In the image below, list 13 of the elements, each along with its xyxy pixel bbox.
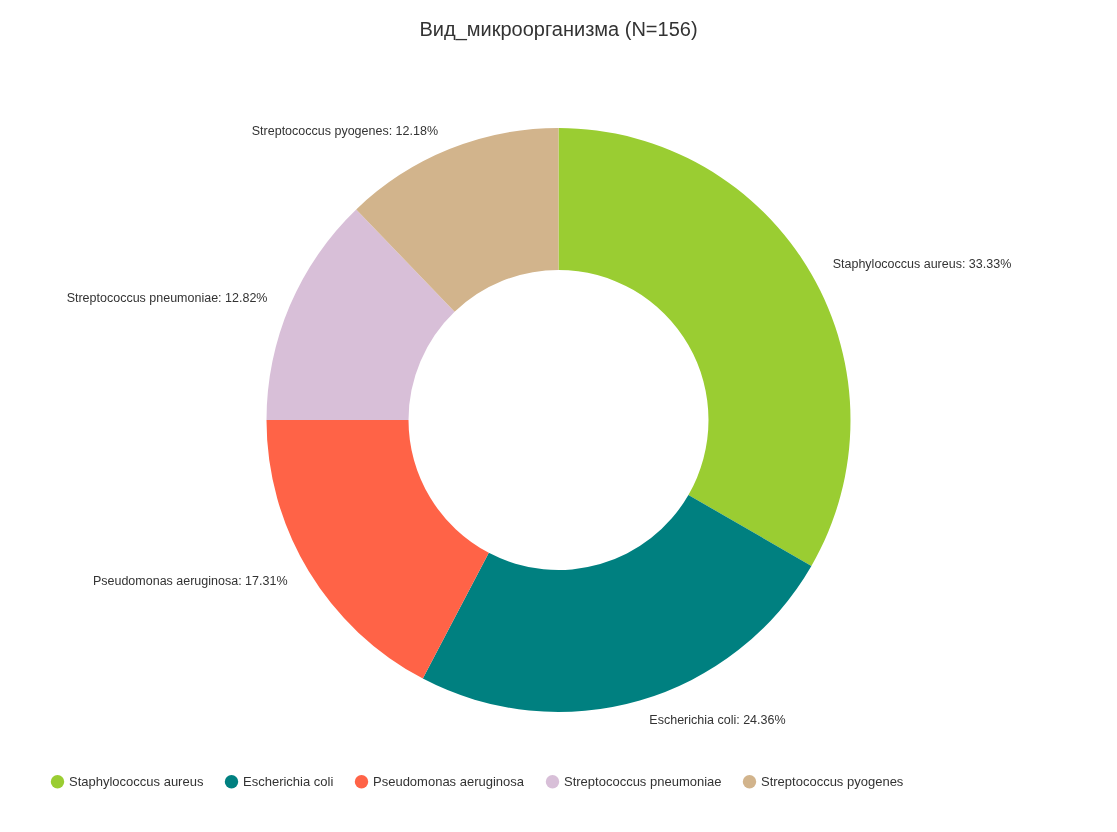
data-label: Streptococcus pyogenes: 12.18% [251, 123, 439, 138]
chart-title: Вид_микроорганизма (N=156) [419, 18, 698, 41]
data-label: Streptococcus pneumoniae: 12.82% [66, 290, 268, 305]
legend-label: Escherichia coli [243, 773, 334, 789]
legend-label: Streptococcus pyogenes [761, 773, 904, 789]
legend-label: Streptococcus pneumoniae [564, 773, 722, 789]
donut-slice [422, 494, 812, 712]
legend-label: Pseudomonas aeruginosa [373, 773, 525, 789]
data-label: Escherichia coli: 24.36% [649, 712, 786, 727]
data-label: Staphylococcus aureus: 33.33% [832, 256, 1012, 271]
legend-label: Staphylococcus aureus [69, 773, 204, 789]
donut-slice [266, 209, 455, 420]
data-label: Pseudomonas aeruginosa: 17.31% [92, 574, 288, 589]
